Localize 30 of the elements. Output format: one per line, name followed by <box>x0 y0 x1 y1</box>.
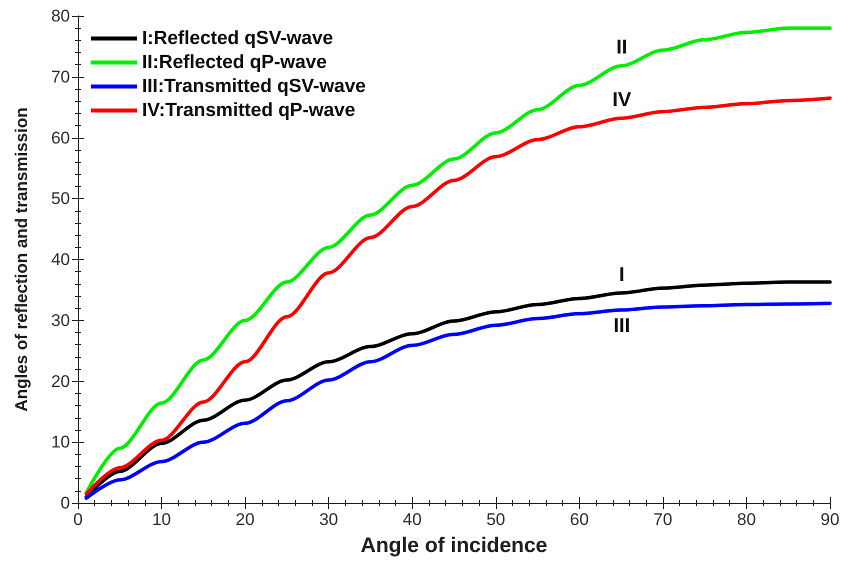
y-tick-label: 30 <box>51 310 70 330</box>
x-axis-title: Angle of incidence <box>360 534 548 557</box>
x-tick-label: 0 <box>73 510 83 529</box>
annotation: III <box>613 314 630 337</box>
x-tick-label: 30 <box>319 510 338 529</box>
x-tick-label: 20 <box>236 510 255 529</box>
line-series <box>84 26 832 494</box>
annotation: I <box>619 264 625 286</box>
x-tick-label: 80 <box>736 510 756 529</box>
x-tick-label: 90 <box>820 510 840 529</box>
annotation: II <box>616 36 628 59</box>
x-tick-label: 10 <box>152 510 172 529</box>
y-tick-label: 10 <box>51 432 70 452</box>
y-tick-label: 70 <box>51 67 70 86</box>
legend-label: II:Reflected qP-wave <box>142 52 327 73</box>
legend-label: III:Transmitted qSV-wave <box>142 76 366 97</box>
legend-label: I:Reflected qSV-wave <box>142 28 334 49</box>
x-tick-label: 60 <box>570 510 589 529</box>
x-tick-label: 70 <box>653 510 672 529</box>
y-tick-label: 80 <box>51 6 70 26</box>
y-tick-label: 50 <box>51 189 70 208</box>
annotation: IV <box>612 89 632 112</box>
y-tick-label: 60 <box>51 128 70 148</box>
y-axis-title: Angles of reflection and transmission <box>12 107 31 412</box>
x-tick-label: 50 <box>486 510 506 529</box>
x-tick-label: 40 <box>402 510 422 529</box>
y-tick-label: 20 <box>51 372 70 391</box>
y-tick-label: 0 <box>60 494 70 512</box>
legend-label: IV:Transmitted qP-wave <box>142 100 356 121</box>
y-tick-label: 40 <box>51 250 70 269</box>
